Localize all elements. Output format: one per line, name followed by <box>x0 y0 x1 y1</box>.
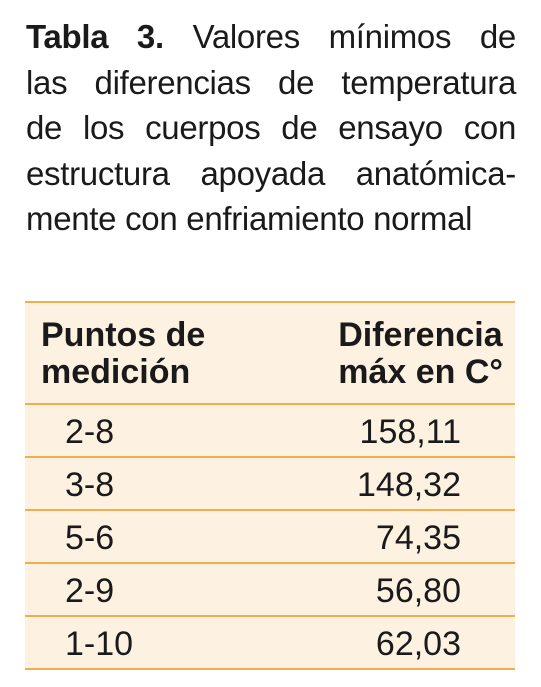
table-cell: 158,11 <box>359 413 461 451</box>
caption-text: Valores mínimos de <box>192 18 517 55</box>
table-cell: 74,35 <box>375 519 461 557</box>
header-cell: Diferencia máx en C° <box>338 317 503 391</box>
table-row: 5-6 74,35 <box>25 511 515 564</box>
table-cell: 56,80 <box>375 572 461 610</box>
table-cell: 1-10 <box>65 625 134 663</box>
header-line: Diferencia <box>338 316 503 354</box>
caption-label: Tabla 3. <box>26 18 164 55</box>
table-cell: 2-8 <box>65 413 115 451</box>
table-row: 3-8 148,32 <box>25 458 515 511</box>
caption-line: de los cuerpos de ensayo con <box>26 109 516 146</box>
header-cell: Puntos de medición <box>41 317 205 391</box>
table-cell: 2-9 <box>65 572 115 610</box>
caption-line: las diferencias de temperatura <box>26 63 516 101</box>
table-row: 2-8 158,11 <box>25 405 515 458</box>
table-cell: 62,03 <box>375 625 461 663</box>
table-row: 1-10 62,03 <box>25 617 515 670</box>
caption-line: mente con enfriamiento normal <box>26 200 473 237</box>
table: Puntos de medición Diferencia máx en C° 2-… <box>25 301 515 670</box>
header-row: Puntos de medición Diferencia máx en C° <box>25 303 515 405</box>
table-row: 2-9 56,80 <box>25 564 515 617</box>
caption: Tabla 3. Valores mínimos de las diferenc… <box>26 14 516 242</box>
table-cell: 148,32 <box>357 466 461 504</box>
table-cell: 3-8 <box>65 466 115 504</box>
header-line: Puntos de <box>41 316 206 354</box>
caption-line: Tabla 3. Valores mínimos de <box>26 14 516 60</box>
caption-line: estructura apoyada anatómica- <box>26 154 516 192</box>
table-cell: 5-6 <box>65 519 115 557</box>
header-line: medición <box>41 353 191 391</box>
header-line: máx en C° <box>338 353 503 391</box>
